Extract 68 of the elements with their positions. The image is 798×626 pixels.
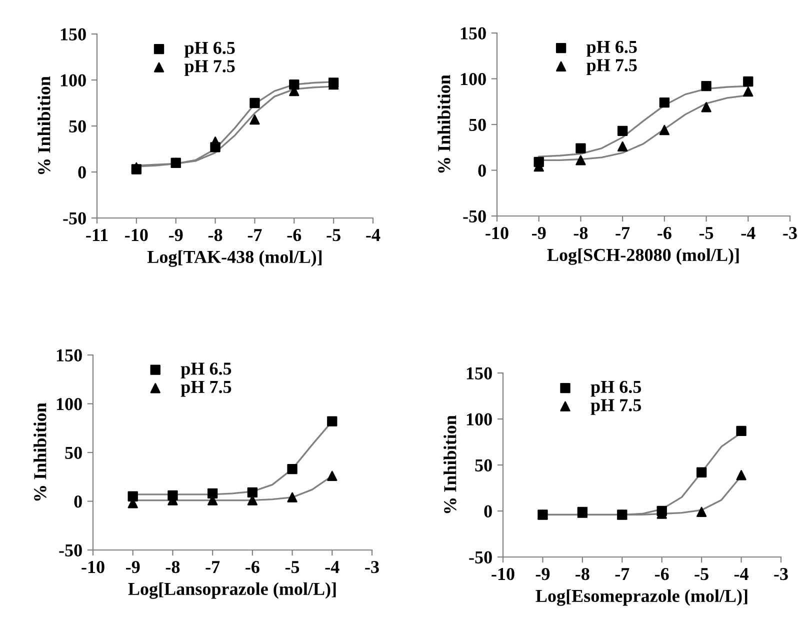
x-tick-label: -3 [365,560,379,574]
x-tick-label: -7 [248,229,262,241]
x-tick-label: -9 [536,568,550,580]
legend-label: pH 6.5 [180,362,232,378]
y-tick-label: 0 [78,166,86,178]
legend-label: pH 7.5 [586,59,637,75]
x-axis-title: Log[TAK-438 (mol/L)] [147,250,322,267]
legend-label: pH 6.5 [184,42,235,58]
legend-label: pH 6.5 [590,380,642,397]
y-axis-title: % Inhibition [438,74,450,173]
x-tick-label: -10 [492,568,514,580]
y-axis-title: % Inhibition [38,76,50,174]
x-tick-label: -5 [326,229,340,242]
x-tick-label: -6 [658,226,672,240]
x-tick-label: -7 [206,561,220,573]
x-tick-label: -4 [734,568,748,580]
x-tick-label: -5 [694,568,708,580]
y-tick-label: 150 [460,27,486,40]
y-tick-label: -50 [63,212,86,224]
x-tick-label: -5 [699,227,714,240]
x-tick-label: -9 [532,226,546,240]
x-tick-label: -6 [246,560,260,574]
x-tick-label: -8 [574,226,588,240]
x-tick-label: -4 [325,561,340,573]
x-tick-label: -8 [166,560,180,574]
y-tick-label: 100 [56,398,82,410]
y-tick-label: -50 [59,544,82,556]
y-axis-title: % Inhibition [34,402,46,501]
y-tick-label: -50 [469,551,492,564]
x-tick-label: -4 [366,229,380,241]
y-tick-label: -50 [463,210,486,222]
x-tick-label: -6 [287,228,302,242]
x-tick-label: -6 [654,568,669,580]
x-axis-title: Log[SCH-28080 (mol/L)] [547,248,739,265]
y-tick-label: 50 [469,118,486,131]
x-tick-label: -11 [86,229,108,241]
x-tick-label: -10 [486,226,508,240]
x-tick-label: -4 [741,227,756,239]
x-tick-label: -8 [576,568,590,580]
y-tick-label: 150 [60,28,86,40]
y-tick-label: 0 [74,496,82,508]
x-tick-label: -5 [285,561,300,574]
legend-label: pH 6.5 [586,40,637,57]
x-tick-label: -9 [126,560,140,574]
x-tick-label: -7 [615,568,630,580]
y-tick-label: 100 [60,74,86,86]
x-tick-label: -10 [125,228,148,242]
legend-label: pH 7.5 [180,381,232,397]
legend-label: pH 7.5 [590,399,642,415]
x-tick-label: -3 [774,568,788,580]
x-tick-label: -7 [616,227,630,239]
x-axis-title: Log[Esomeprazole (mol/L)] [536,589,748,606]
x-tick-label: -3 [783,226,797,240]
y-tick-label: 150 [466,367,492,380]
y-tick-label: 0 [484,505,492,518]
y-tick-label: 100 [460,73,486,86]
y-tick-label: 150 [56,349,82,362]
y-tick-label: 0 [478,164,486,177]
y-tick-label: 50 [69,120,86,132]
x-tick-label: -8 [208,228,222,242]
y-axis-title: % Inhibition [444,415,456,514]
x-tick-label: -10 [82,560,104,574]
y-tick-label: 50 [475,459,492,472]
legend-label: pH 7.5 [184,60,235,76]
x-axis-title: Log[Lansoprazole (mol/L)] [128,582,336,599]
x-tick-label: -9 [168,228,183,242]
y-tick-label: 100 [466,413,492,426]
y-tick-label: 50 [65,446,82,459]
